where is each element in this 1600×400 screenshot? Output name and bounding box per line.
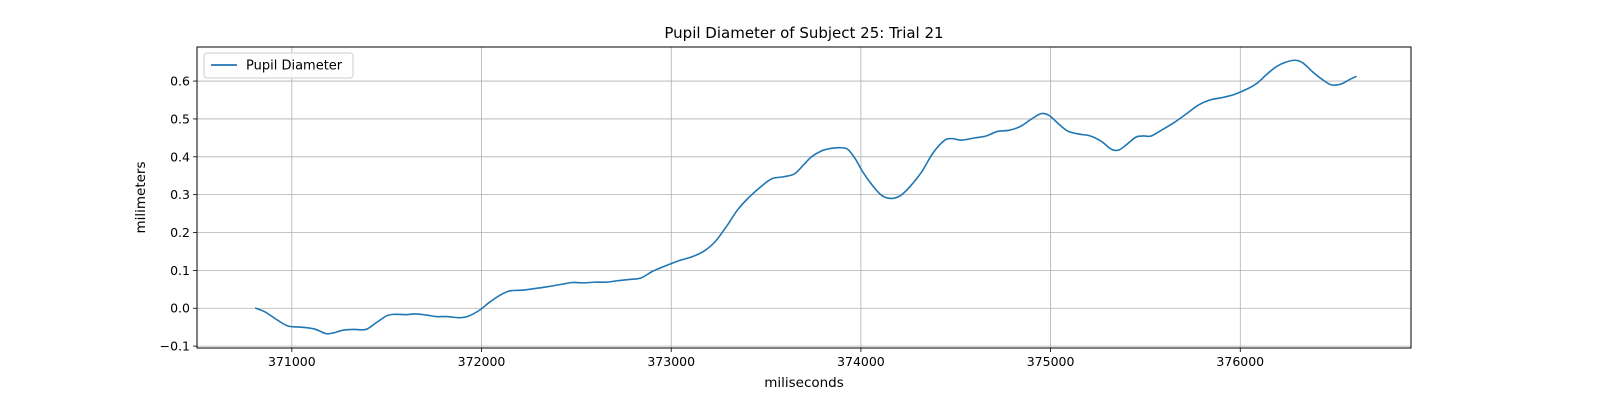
ticks: 371000 372000 373000 374000 375000 376000 −0.1…	[160, 74, 1265, 369]
chart-title: Pupil Diameter of Subject 25: Trial 21	[664, 24, 943, 42]
y-tick-label: −0.1	[160, 339, 190, 354]
plot-frame	[196, 46, 1412, 349]
y-tick-label: 0.1	[170, 263, 190, 278]
y-tick-label: 0.0	[170, 301, 190, 316]
grid	[197, 47, 1411, 348]
x-tick-label: 376000	[1216, 354, 1264, 369]
y-tick-label: 0.5	[170, 111, 190, 126]
y-tick-label: 0.6	[170, 74, 190, 89]
x-tick-label: 372000	[458, 354, 506, 369]
y-tick-label: 0.3	[170, 187, 190, 202]
y-tick-label: 0.4	[170, 149, 190, 164]
series-line-pupil-diameter	[255, 59, 1357, 335]
series-layer	[255, 59, 1357, 335]
y-tick-label: 0.2	[170, 225, 190, 240]
legend: Pupil Diameter	[203, 52, 354, 79]
legend-label: Pupil Diameter	[246, 59, 343, 74]
x-axis-label: miliseconds	[764, 375, 844, 391]
y-axis-label: milimeters	[133, 161, 149, 233]
x-tick-label: 373000	[647, 354, 695, 369]
x-tick-label: 375000	[1027, 354, 1075, 369]
legend-box	[203, 52, 354, 79]
x-tick-label: 374000	[837, 354, 885, 369]
x-tick-label: 371000	[268, 354, 316, 369]
